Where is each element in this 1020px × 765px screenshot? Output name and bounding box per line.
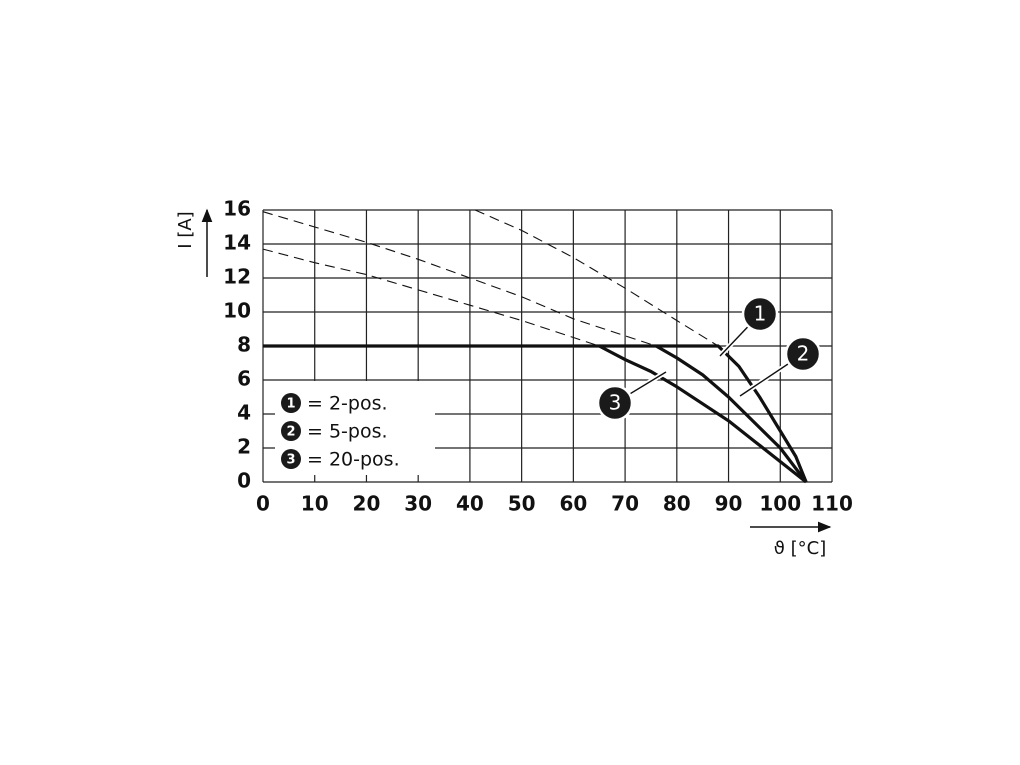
y-axis-label: I [A] xyxy=(175,211,196,248)
x-tick-label: 20 xyxy=(353,492,381,516)
legend-badge xyxy=(281,393,301,413)
legend-number: 1 xyxy=(286,397,295,412)
callout-badge xyxy=(596,384,634,422)
x-tick-label: 40 xyxy=(456,492,484,516)
x-tick-label: 10 xyxy=(301,492,329,516)
x-tick-label: 30 xyxy=(404,492,432,516)
y-tick-label: 8 xyxy=(237,333,251,357)
x-tick-label: 0 xyxy=(256,492,270,516)
legend-badge xyxy=(281,421,301,441)
derating-line xyxy=(598,344,808,484)
y-tick-label: 16 xyxy=(223,197,251,221)
legend-number: 2 xyxy=(286,425,295,440)
x-tick-label: 80 xyxy=(663,492,691,516)
callout-number: 1 xyxy=(754,302,767,326)
x-axis-label: ϑ [°C] xyxy=(774,538,826,559)
y-tick-label: 14 xyxy=(223,231,251,255)
y-tick-label: 2 xyxy=(237,435,251,459)
legend-label: = 5-pos. xyxy=(307,421,388,443)
legend-label: = 2-pos. xyxy=(307,393,388,415)
x-tick-label: 90 xyxy=(715,492,743,516)
legend-number: 3 xyxy=(286,453,295,468)
x-tick-label: 100 xyxy=(759,492,801,516)
derating-line xyxy=(655,344,808,483)
callout-number: 3 xyxy=(609,391,622,415)
extrapolation-line xyxy=(262,211,657,347)
legend-badge xyxy=(281,449,301,469)
x-tick-label: 60 xyxy=(559,492,587,516)
x-tick-label: 50 xyxy=(508,492,536,516)
callout-number: 2 xyxy=(797,342,810,366)
legend-label: = 20-pos. xyxy=(307,449,400,471)
x-tick-label: 70 xyxy=(611,492,639,516)
y-tick-label: 4 xyxy=(237,401,251,425)
callout-badge xyxy=(741,295,779,333)
y-tick-label: 10 xyxy=(223,299,251,323)
extrapolation-line xyxy=(262,248,600,347)
derating-line xyxy=(263,344,808,483)
callout-badge xyxy=(784,335,822,373)
y-tick-label: 12 xyxy=(223,265,251,289)
y-tick-label: 6 xyxy=(237,367,251,391)
legend-box xyxy=(275,381,435,475)
y-tick-label: 0 xyxy=(237,469,251,493)
x-tick-label: 110 xyxy=(811,492,853,516)
